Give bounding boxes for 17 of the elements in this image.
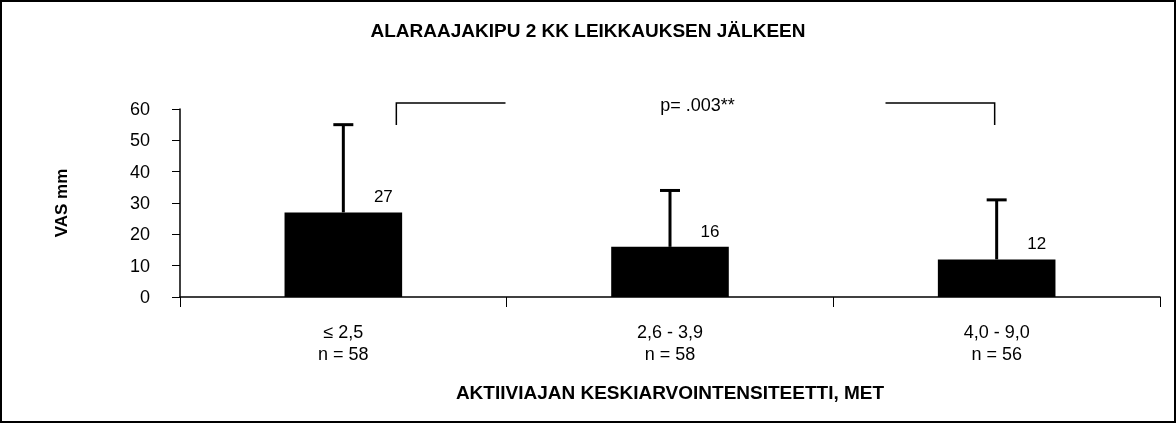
y-tick-label: 60 xyxy=(129,99,150,119)
x-tick-label: 4,0 - 9,0 n = 56 xyxy=(963,322,1030,364)
y-tick-label: 10 xyxy=(129,255,150,276)
y-axis-title: VAS mm xyxy=(52,168,71,238)
y-tick-label: 0 xyxy=(139,287,150,307)
y-tick-label: 30 xyxy=(129,193,150,213)
x-tick-label: ≤ 2,5 n = 58 xyxy=(318,322,369,364)
y-tick-label: 50 xyxy=(129,130,150,151)
data-label: 12 xyxy=(1027,234,1047,254)
data-label: 16 xyxy=(700,221,720,241)
chart-title: ALARAAJAKIPU 2 KK LEIKKAUKSEN JÄLKEEN xyxy=(370,20,806,41)
y-tick-label: 40 xyxy=(129,161,150,182)
x-axis-title: AKTIIVIAJAN KESKIARVOINTENSITEETTI, MET xyxy=(455,382,885,403)
data-label: 27 xyxy=(373,187,393,207)
annotation: p= .003** xyxy=(660,95,735,115)
x-tick-label: 2,6 - 3,9 n = 58 xyxy=(636,322,704,364)
y-tick-label: 20 xyxy=(129,224,150,245)
